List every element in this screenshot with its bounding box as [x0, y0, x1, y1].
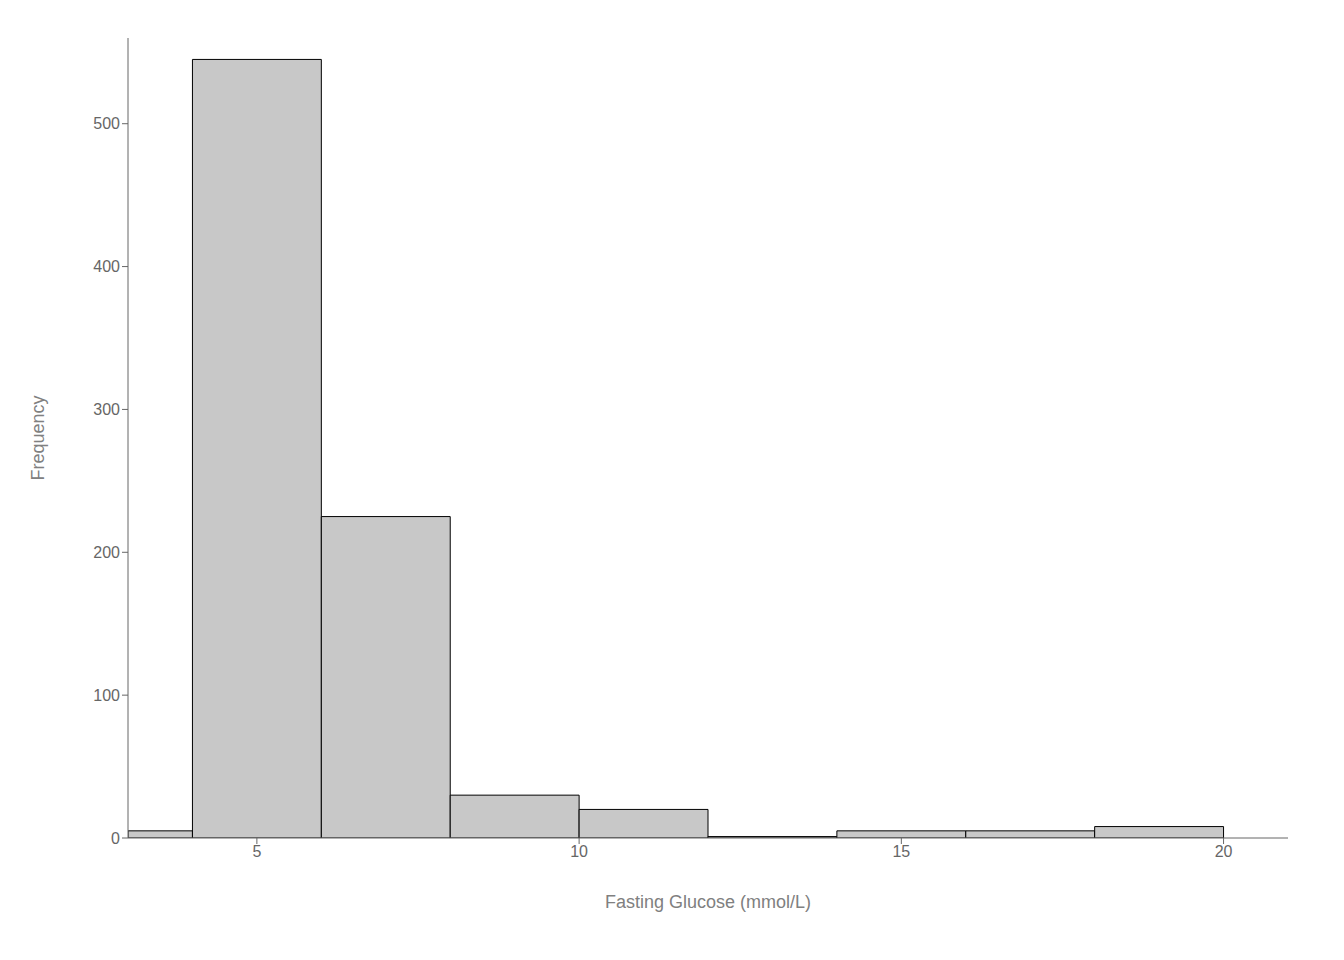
svg-text:300: 300 — [93, 401, 120, 418]
svg-text:10: 10 — [570, 843, 588, 860]
svg-text:0: 0 — [111, 830, 120, 847]
svg-text:100: 100 — [93, 687, 120, 704]
svg-text:500: 500 — [93, 115, 120, 132]
svg-text:Fasting Glucose (mmol/L): Fasting Glucose (mmol/L) — [605, 892, 811, 912]
svg-text:20: 20 — [1215, 843, 1233, 860]
svg-text:200: 200 — [93, 544, 120, 561]
svg-text:Frequency: Frequency — [28, 395, 48, 480]
svg-text:5: 5 — [252, 843, 261, 860]
svg-text:400: 400 — [93, 258, 120, 275]
svg-text:15: 15 — [892, 843, 910, 860]
